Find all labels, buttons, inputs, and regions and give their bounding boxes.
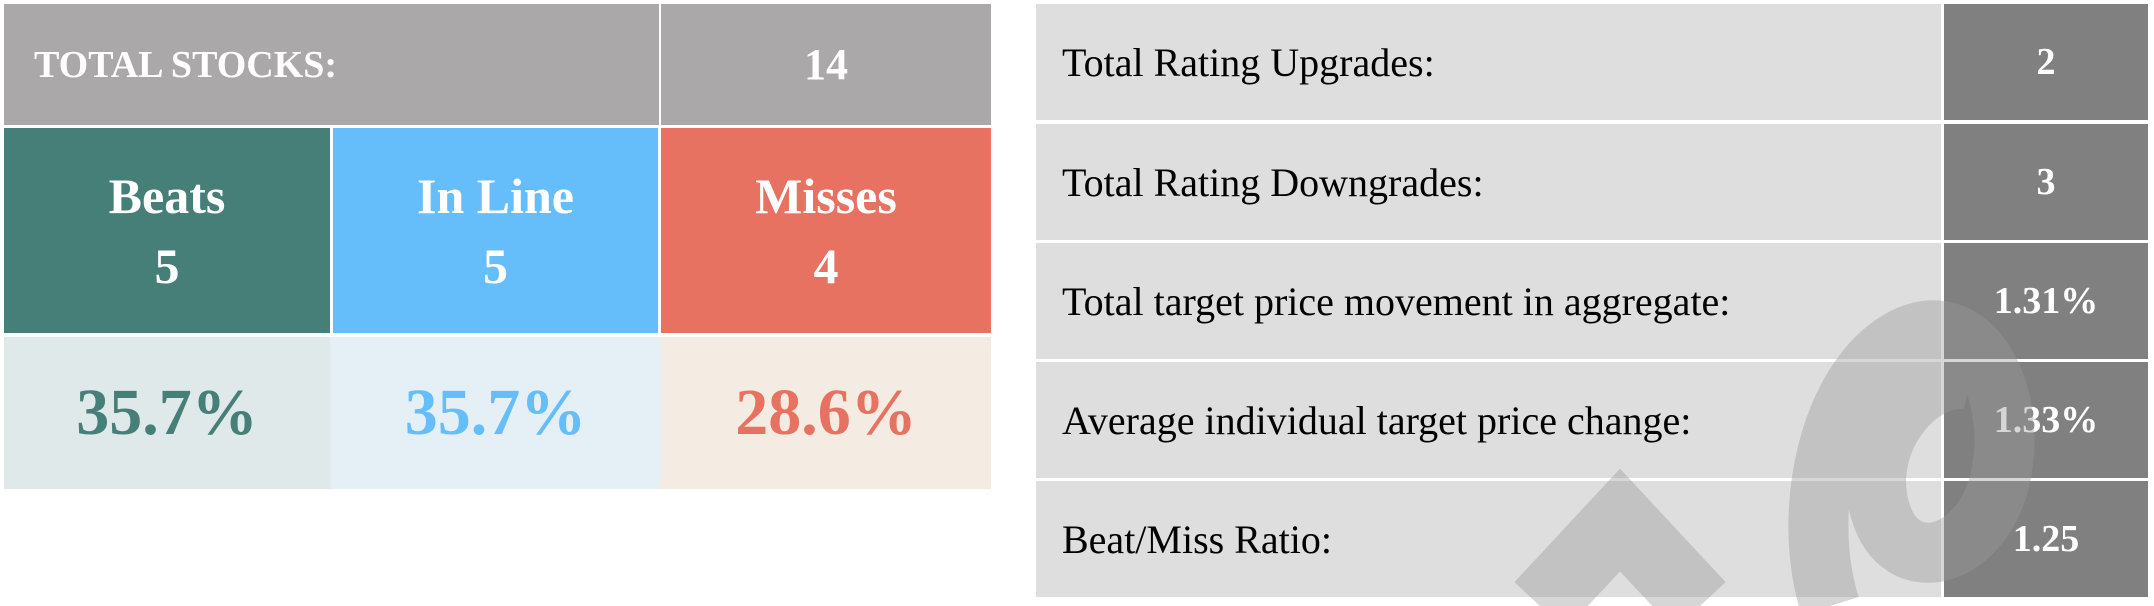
stat-label: Total target price movement in aggregate… — [1036, 243, 1941, 359]
stat-label: Total Rating Downgrades: — [1036, 124, 1941, 240]
stat-label: Beat/Miss Ratio: — [1036, 481, 1941, 597]
beats-count: 5 — [154, 237, 180, 294]
beats-percent: 35.7% — [4, 337, 330, 489]
total-stocks-label: TOTAL STOCKS: — [4, 4, 659, 125]
stat-value: 1.25 — [1944, 481, 2148, 597]
inline-label: In Line — [416, 167, 574, 224]
inline-count: 5 — [483, 237, 508, 294]
misses-cell: Misses 4 — [661, 128, 991, 333]
stat-label: Average individual target price change: — [1036, 362, 1941, 478]
misses-count: 4 — [813, 237, 839, 294]
stat-value: 3 — [1944, 124, 2148, 240]
beats-cell: Beats 5 — [4, 128, 330, 333]
inline-percent: 35.7% — [330, 337, 661, 489]
stat-value: 1.33% — [1944, 362, 2148, 478]
stat-label: Total Rating Upgrades: — [1036, 4, 1941, 120]
misses-percent: 28.6% — [661, 337, 991, 489]
inline-cell: In Line 5 — [333, 128, 658, 333]
misses-label: Misses — [755, 167, 897, 224]
beats-label: Beats — [108, 167, 226, 224]
stat-value: 2 — [1944, 4, 2148, 120]
stat-value: 1.31% — [1944, 243, 2148, 359]
total-stocks-value: 14 — [661, 4, 991, 125]
